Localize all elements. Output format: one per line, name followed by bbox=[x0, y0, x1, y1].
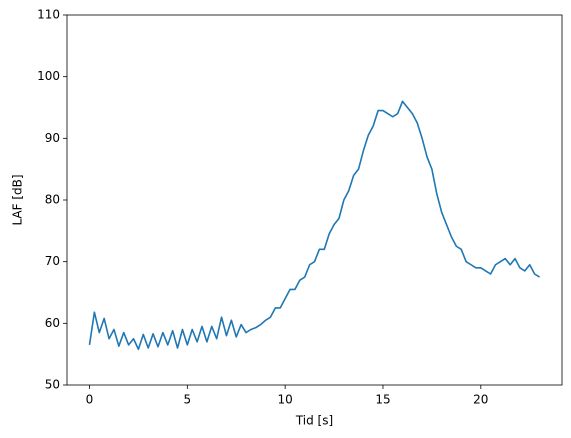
x-tick-label: 20 bbox=[473, 393, 488, 407]
x-axis-label: Tid [s] bbox=[295, 414, 333, 428]
y-tick-label: 70 bbox=[45, 254, 60, 268]
y-tick-label: 80 bbox=[45, 193, 60, 207]
x-tick-label: 5 bbox=[184, 393, 192, 407]
x-tick-label: 10 bbox=[278, 393, 293, 407]
plot-frame bbox=[66, 14, 563, 386]
x-tick-label: 15 bbox=[375, 393, 390, 407]
x-tick-label: 0 bbox=[86, 393, 94, 407]
y-tick-label: 60 bbox=[45, 316, 60, 330]
y-tick-label: 100 bbox=[37, 69, 60, 83]
y-axis-label: LAF [dB] bbox=[11, 174, 25, 225]
y-tick-label: 90 bbox=[45, 131, 60, 145]
y-tick-label: 110 bbox=[37, 8, 60, 22]
data-line bbox=[88, 100, 540, 351]
y-tick-label: 50 bbox=[45, 378, 60, 392]
